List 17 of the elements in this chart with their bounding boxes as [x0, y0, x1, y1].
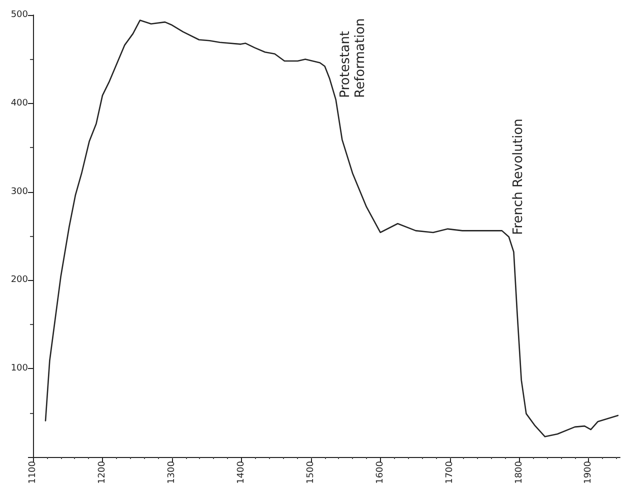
- y-tick-label: 400: [10, 98, 28, 108]
- y-tick-label: 500: [10, 10, 28, 20]
- annotation: French Revolution: [510, 118, 526, 235]
- y-tick-label: 100: [10, 364, 28, 374]
- x-tick-label: 1500: [306, 460, 316, 484]
- annotation: Protestant Reformation: [338, 18, 368, 98]
- x-tick-label: 1700: [444, 460, 455, 484]
- x-tick-label: 1600: [375, 460, 386, 484]
- x-tick-label: 1100: [28, 460, 38, 484]
- x-tick-label: 1800: [514, 460, 524, 484]
- line-series: [44, 20, 619, 438]
- y-tick-label: 300: [10, 186, 28, 197]
- x-tick-label: 1200: [97, 460, 108, 484]
- x-tick-label: 1900: [584, 460, 594, 484]
- x-tick-label: 1400: [236, 460, 246, 484]
- x-tick-label: 1300: [166, 460, 177, 484]
- y-tick-label: 200: [10, 275, 28, 286]
